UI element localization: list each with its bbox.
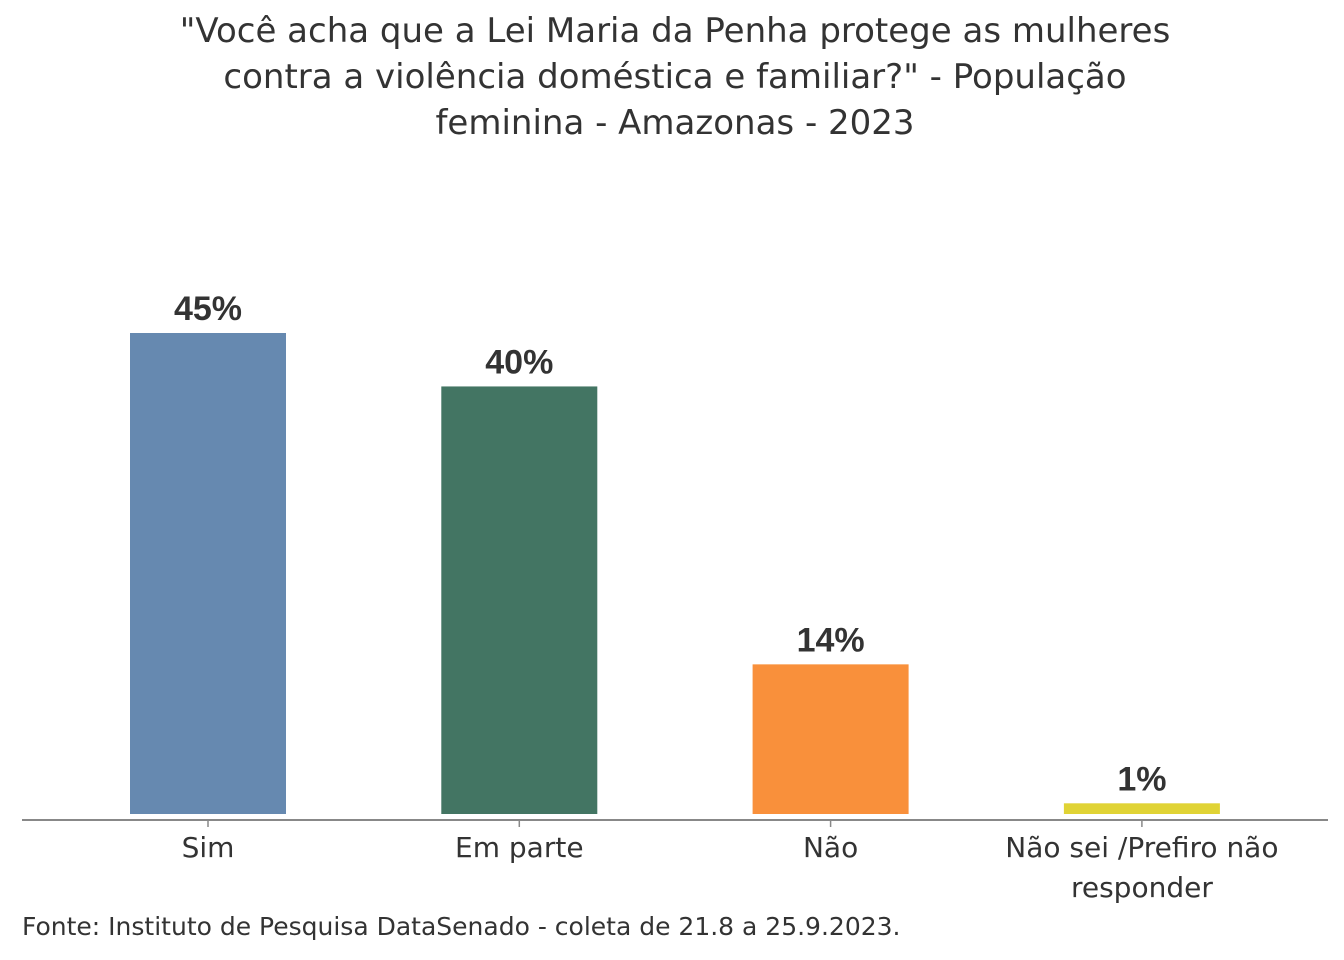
- category-label: Não sei /Prefiro não: [1005, 831, 1278, 864]
- bar: [1063, 803, 1220, 814]
- category-label: responder: [1071, 871, 1213, 904]
- bar: [130, 333, 286, 814]
- title-line: feminina - Amazonas - 2023: [435, 103, 915, 143]
- category-label: Em parte: [455, 831, 584, 864]
- title-line: contra a violência doméstica e familiar?…: [223, 57, 1127, 97]
- bar: [752, 664, 909, 814]
- category-label: Sim: [182, 831, 235, 864]
- bar: [441, 386, 598, 814]
- source-note: Fonte: Instituto de Pesquisa DataSenado …: [22, 912, 901, 941]
- data-label: 45%: [174, 290, 242, 328]
- title-line: "Você acha que a Lei Maria da Penha prot…: [179, 11, 1171, 51]
- data-label: 14%: [797, 621, 865, 659]
- category-label: Não: [803, 831, 858, 864]
- chart-title: "Você acha que a Lei Maria da Penha prot…: [0, 8, 1344, 146]
- data-label: 40%: [485, 343, 553, 381]
- data-label: 1%: [1117, 760, 1166, 798]
